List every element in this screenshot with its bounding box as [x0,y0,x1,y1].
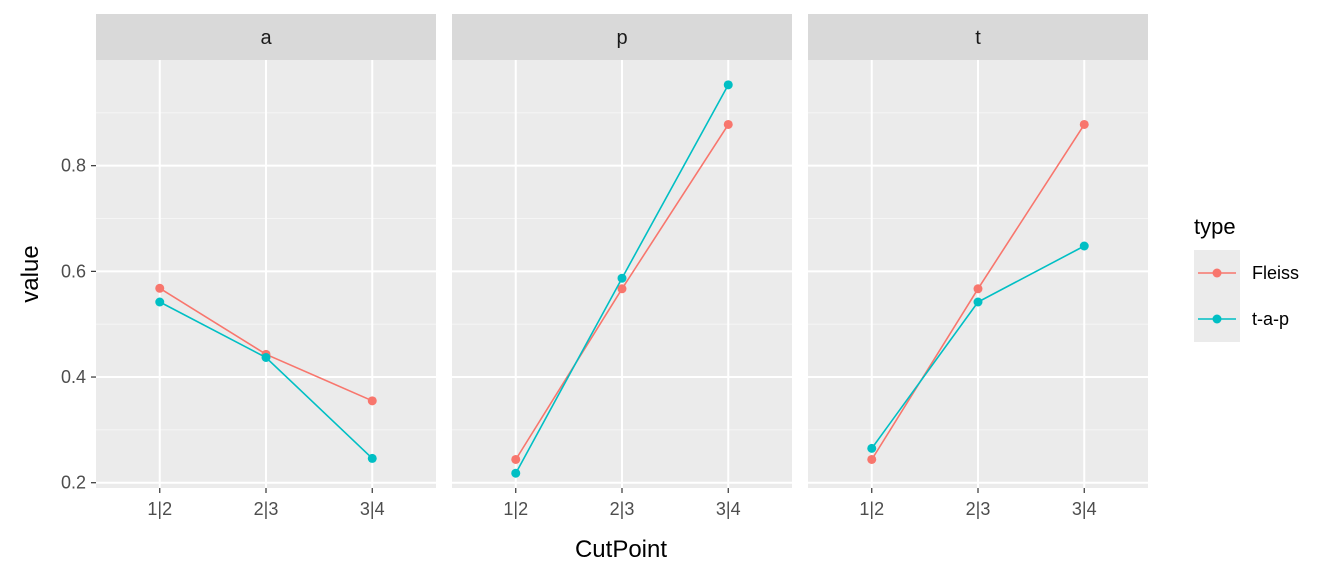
x-tick-label: 2|3 [254,499,279,519]
x-tick-label: 2|3 [610,499,635,519]
strip-background [808,14,1148,60]
legend: type Fleiss t-a-p [1194,214,1299,342]
strip-background [96,14,436,60]
x-tick-label: 1|2 [147,499,172,519]
data-point-t-a-p [511,468,521,478]
data-point-Fleiss [1079,119,1089,129]
legend-title: type [1194,214,1236,239]
x-tick-label: 3|4 [1072,499,1097,519]
y-axis-title: value [17,245,44,302]
x-tick-label: 3|4 [716,499,741,519]
y-tick-label: 0.6 [61,261,86,281]
legend-key-point-Fleiss [1212,268,1222,278]
legend-label-t-a-p: t-a-p [1252,309,1289,329]
data-point-Fleiss [511,454,521,464]
strip-label: t [975,27,981,49]
legend-key-point-t-a-p [1212,314,1222,324]
data-point-t-a-p [155,297,165,307]
data-point-t-a-p [867,443,877,453]
data-point-t-a-p [261,352,271,362]
x-tick-label: 1|2 [859,499,884,519]
strip-label: p [616,27,627,49]
axes-layer: 1|2 2|3 3|4 1|2 2|3 3|4 1|2 2|3 3|4 0.2 0.4 0.6 0.8 [61,156,1097,519]
legend-label-Fleiss: Fleiss [1252,263,1299,283]
panel-p: p [452,14,792,488]
x-tick-label: 2|3 [966,499,991,519]
data-point-t-a-p [723,80,733,90]
data-point-Fleiss [367,396,377,406]
panel-a: a [96,14,436,488]
data-point-Fleiss [973,284,983,294]
y-tick-label: 0.8 [61,156,86,176]
data-point-Fleiss [155,283,165,293]
data-point-t-a-p [1079,241,1089,251]
x-tick-label: 3|4 [360,499,385,519]
y-tick-label: 0.2 [61,473,86,493]
data-point-Fleiss [617,284,627,294]
x-axis-title: CutPoint [575,536,667,563]
legend-key-background [1194,250,1240,342]
data-point-Fleiss [723,119,733,129]
strip-background [452,14,792,60]
y-tick-label: 0.4 [61,367,86,387]
panel-t: t [808,14,1148,488]
data-point-t-a-p [617,273,627,283]
x-tick-label: 1|2 [503,499,528,519]
strip-label: a [260,27,272,49]
data-point-t-a-p [367,453,377,463]
data-point-Fleiss [867,454,877,464]
data-point-t-a-p [973,297,983,307]
